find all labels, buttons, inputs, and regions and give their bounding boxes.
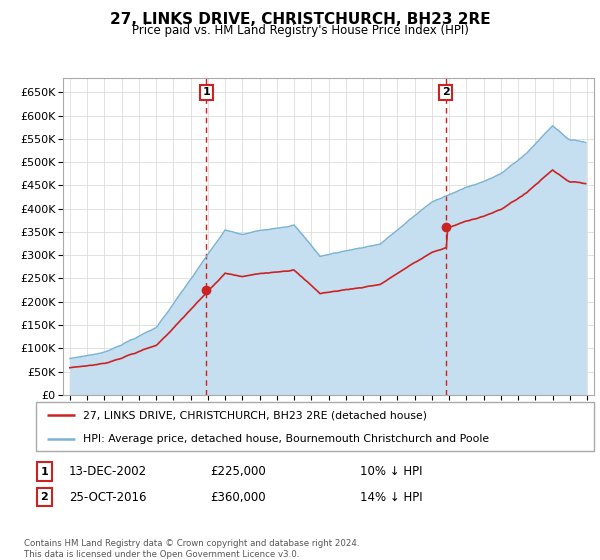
Text: 25-OCT-2016: 25-OCT-2016 bbox=[69, 491, 146, 504]
Text: 10% ↓ HPI: 10% ↓ HPI bbox=[360, 465, 422, 478]
Text: 14% ↓ HPI: 14% ↓ HPI bbox=[360, 491, 422, 504]
Text: Price paid vs. HM Land Registry's House Price Index (HPI): Price paid vs. HM Land Registry's House … bbox=[131, 24, 469, 36]
Text: 27, LINKS DRIVE, CHRISTCHURCH, BH23 2RE (detached house): 27, LINKS DRIVE, CHRISTCHURCH, BH23 2RE … bbox=[83, 410, 427, 421]
Text: 13-DEC-2002: 13-DEC-2002 bbox=[69, 465, 147, 478]
Text: 1: 1 bbox=[203, 87, 211, 97]
Text: £225,000: £225,000 bbox=[210, 465, 266, 478]
Text: 27, LINKS DRIVE, CHRISTCHURCH, BH23 2RE: 27, LINKS DRIVE, CHRISTCHURCH, BH23 2RE bbox=[110, 12, 490, 27]
Text: 1: 1 bbox=[41, 466, 48, 477]
Text: £360,000: £360,000 bbox=[210, 491, 266, 504]
Text: 2: 2 bbox=[41, 492, 48, 502]
Text: 2: 2 bbox=[442, 87, 449, 97]
Text: HPI: Average price, detached house, Bournemouth Christchurch and Poole: HPI: Average price, detached house, Bour… bbox=[83, 434, 490, 444]
Text: Contains HM Land Registry data © Crown copyright and database right 2024.
This d: Contains HM Land Registry data © Crown c… bbox=[24, 539, 359, 559]
